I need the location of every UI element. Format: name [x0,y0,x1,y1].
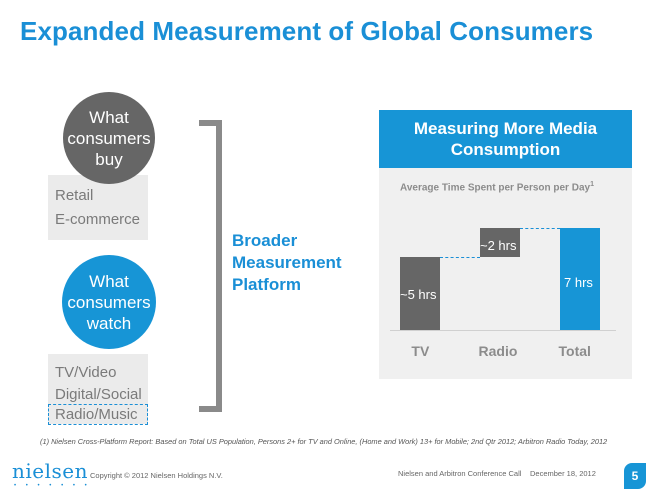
copyright-text: Copyright © 2012 Nielsen Holdings N.V. [90,471,223,480]
watch-item-tv-video: TV/Video [55,364,117,381]
nielsen-logo: nielsen [12,459,88,483]
chart-baseline [390,330,616,331]
media-consumption-panel-header: Measuring More Media Consumption [379,110,632,168]
what-consumers-buy-circle: What consumers buy [63,92,155,184]
panel-header-line-2: Consumption [450,140,561,159]
axis-label-total: Total [558,343,591,359]
footnote: (1) Nielsen Cross-Platform Report: Based… [40,437,608,446]
radio-music-highlight [48,404,148,425]
conference-name: Nielsen and Arbitron Conference Call [398,469,522,478]
bar-total [560,227,600,330]
watch-circle-line-3: watch [86,313,132,333]
presentation-date: December 18, 2012 [530,469,596,478]
bar-value-label-total: 7 hrs [564,274,593,290]
buy-circle-line-1: What [89,107,129,127]
chart-subtitle-text: Average Time Spent per Person per Day [400,182,591,194]
slide-title: Expanded Measurement of Global Consumers [20,16,594,46]
axis-label-radio: Radio [478,343,518,359]
platform-line-1: Broader [232,231,298,250]
watch-item-digital-social: Digital/Social [55,386,142,403]
chart-subtitle-footnote-mark: 1 [590,181,594,188]
buy-items-box [48,175,148,240]
buy-circle-line-3: buy [95,149,123,169]
watch-items-box [48,354,148,424]
watch-circle-line-2: consumers [67,292,151,312]
panel-header-line-1: Measuring More Media [413,119,598,138]
watch-item-radio-music: Radio/Music [55,406,138,423]
platform-line-2: Measurement [232,253,342,272]
bar-tv [400,257,440,330]
platform-line-3: Platform [232,275,301,294]
chart-subtitle: Average Time Spent per Person per Day1 [400,181,594,193]
buy-circle-line-2: consumers [67,128,151,148]
buy-item-ecommerce: E-commerce [55,211,141,228]
grouping-bracket [199,120,222,412]
broader-measurement-platform-label: Broader Measurement Platform [232,230,342,296]
waterfall-connector [440,257,480,258]
page-number: 5 [624,463,646,489]
watch-circle-line-1: What [89,271,129,291]
axis-label-tv: TV [411,343,430,359]
what-consumers-watch-circle: What consumers watch [62,255,156,349]
waterfall-connector [520,227,560,229]
nielsen-logo-dots: • • • • • • • [14,483,91,489]
bar-radio [480,227,520,257]
bar-value-label-radio: ~2 hrs [480,237,517,253]
bar-value-label-tv: ~5 hrs [400,287,437,302]
buy-item-retail: Retail [55,187,94,204]
